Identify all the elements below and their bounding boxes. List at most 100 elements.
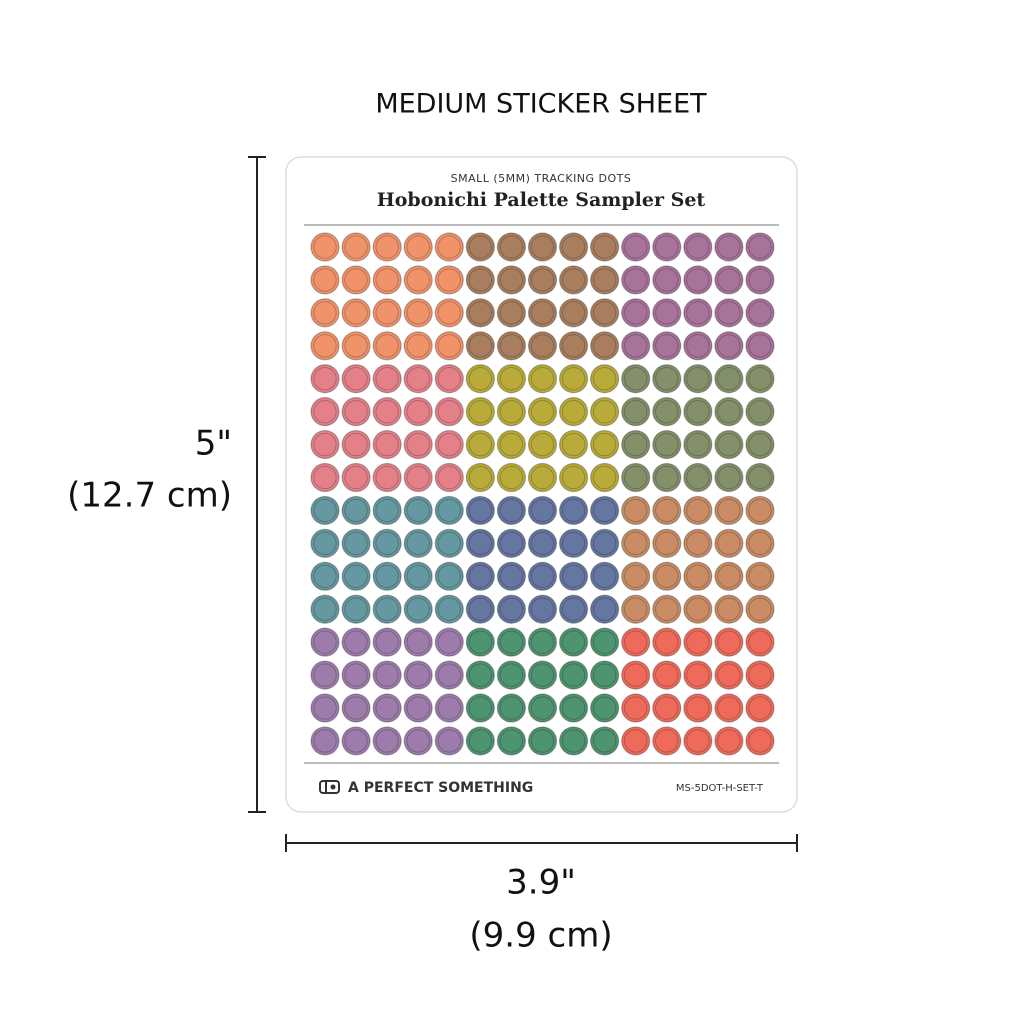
dot <box>434 462 464 493</box>
dot <box>745 561 775 591</box>
dot <box>745 298 775 328</box>
dot <box>745 265 775 295</box>
dot <box>434 528 464 558</box>
dot-ring <box>592 696 617 720</box>
dot <box>372 495 402 526</box>
dot-ring <box>437 729 461 753</box>
dot-ring <box>717 334 741 358</box>
dot <box>590 429 620 460</box>
dot-ring <box>468 399 493 424</box>
dot <box>310 331 340 361</box>
dot <box>527 495 558 526</box>
dot <box>745 331 775 361</box>
dot-ring <box>561 630 586 654</box>
dot <box>372 364 402 394</box>
dot <box>621 528 651 558</box>
dot-ring <box>655 630 679 654</box>
dot <box>341 331 371 361</box>
dot-ring <box>686 367 710 391</box>
dot <box>496 397 527 427</box>
dot-ring <box>717 301 741 325</box>
dot-ring <box>313 564 337 588</box>
dot-ring <box>344 235 368 259</box>
dot <box>465 331 495 361</box>
dot-ring <box>406 630 430 654</box>
dot <box>465 364 495 394</box>
dot <box>714 660 744 690</box>
dot-ring <box>344 696 368 720</box>
dot-ring <box>686 399 710 424</box>
dot <box>372 693 402 723</box>
width-inches: 3.9" <box>506 863 576 903</box>
dot <box>496 462 527 493</box>
dot <box>527 429 558 460</box>
dot <box>714 232 744 262</box>
dot <box>590 693 620 723</box>
dot <box>558 528 589 558</box>
dot <box>403 660 433 690</box>
dot-ring <box>468 597 493 621</box>
dot <box>745 594 775 624</box>
dot <box>372 660 402 690</box>
dot <box>403 364 433 394</box>
dot-ring <box>717 564 741 588</box>
width-cm: (9.9 cm) <box>469 916 612 956</box>
dot-ring <box>748 367 772 391</box>
dot <box>683 495 713 526</box>
dot <box>434 397 464 427</box>
dot-ring <box>624 432 648 457</box>
dot-ring <box>561 663 586 687</box>
dot-ring <box>313 399 337 424</box>
dot <box>434 265 464 295</box>
dot <box>714 298 744 328</box>
dot <box>652 594 682 624</box>
dot-ring <box>624 498 648 523</box>
dot <box>527 265 558 295</box>
dot <box>621 561 651 591</box>
dot <box>714 265 744 295</box>
dot <box>652 561 682 591</box>
dot-ring <box>624 630 648 654</box>
dot-ring <box>748 531 772 556</box>
dot-block <box>621 627 775 756</box>
dot <box>372 726 402 756</box>
dot <box>590 660 620 690</box>
dot-ring <box>748 696 772 720</box>
dot <box>683 528 713 558</box>
dot <box>558 693 589 723</box>
dot-ring <box>530 334 555 358</box>
dot-ring <box>406 432 430 457</box>
dot-block <box>621 232 775 361</box>
dot-ring <box>313 663 337 687</box>
dot-ring <box>375 334 399 358</box>
dot-ring <box>313 465 337 490</box>
dot <box>310 429 340 460</box>
dot-ring <box>437 465 461 490</box>
dot <box>310 364 340 394</box>
dot-ring <box>655 465 679 490</box>
dot <box>341 298 371 328</box>
dot <box>558 364 589 394</box>
dot <box>372 561 402 591</box>
dot <box>590 232 620 262</box>
dot <box>745 660 775 690</box>
dot-ring <box>468 334 493 358</box>
dot-ring <box>561 498 586 523</box>
dot <box>434 660 464 690</box>
dot-ring <box>624 564 648 588</box>
dot-ring <box>468 301 493 325</box>
dot-ring <box>748 334 772 358</box>
dot-ring <box>375 498 399 523</box>
dot-ring <box>624 729 648 753</box>
dot-ring <box>655 729 679 753</box>
dot-ring <box>592 498 617 523</box>
dot-ring <box>717 696 741 720</box>
dot-ring <box>468 564 493 588</box>
dot <box>465 397 495 427</box>
dot-ring <box>561 432 586 457</box>
dot-ring <box>499 729 524 753</box>
dot <box>527 693 558 723</box>
dot <box>372 265 402 295</box>
dot-ring <box>624 235 648 259</box>
dot <box>683 594 713 624</box>
